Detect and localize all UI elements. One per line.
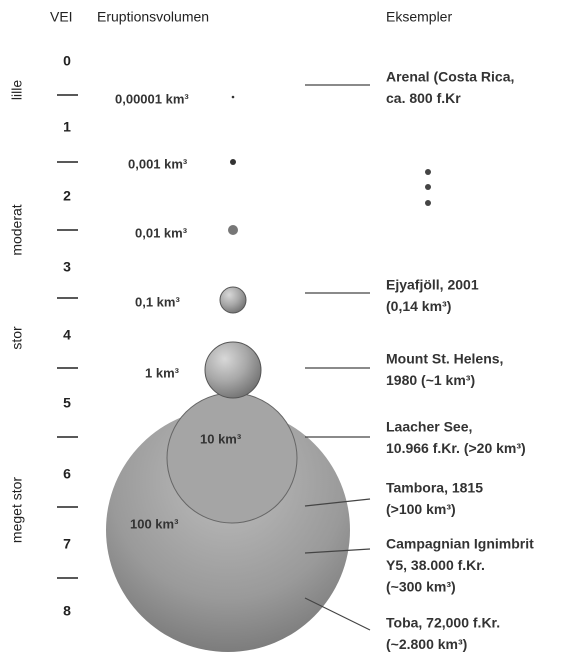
example-line: ca. 800 f.Kr — [386, 90, 461, 106]
connector — [304, 498, 371, 507]
example-line: Toba, 72,000 f.Kr. — [386, 615, 500, 631]
category-label: stor — [9, 326, 25, 350]
sphere-0-001 — [230, 159, 236, 165]
volume-label: 100 km³ — [130, 516, 179, 531]
vei-level: 3 — [63, 259, 71, 275]
example-line: Arenal (Costa Rica, — [386, 69, 514, 85]
volume-label: 10 km³ — [200, 431, 242, 446]
example-line: 1980 (~1 km³) — [386, 372, 475, 388]
example-line: (~2.800 km³) — [386, 636, 467, 652]
vei-level: 4 — [63, 327, 71, 343]
dashes — [57, 94, 78, 579]
example-line: (>100 km³) — [386, 501, 456, 517]
example-line: Ejyafjöll, 2001 — [386, 277, 479, 293]
volume-label: 1 km³ — [145, 365, 180, 380]
vei-level: 7 — [63, 536, 71, 552]
connectors — [304, 84, 431, 631]
volume-label: 0,01 km³ — [135, 225, 188, 240]
sphere-0-01 — [228, 225, 238, 235]
category-label: moderat — [9, 204, 25, 255]
header-examples: Eksempler — [386, 9, 452, 25]
vei-level: 6 — [63, 466, 71, 482]
example-line: (0,14 km³) — [386, 298, 451, 314]
example-line: Campagnian Ignimbrit — [386, 536, 534, 552]
vei-level: 0 — [63, 53, 71, 69]
connector — [304, 597, 371, 631]
example-line: Tambora, 1815 — [386, 480, 483, 496]
sphere-0-1 — [219, 286, 247, 314]
example-line: 10.966 f.Kr. (>20 km³) — [386, 440, 526, 456]
sphere-10 — [166, 392, 298, 524]
connector — [304, 548, 371, 554]
example-line: Laacher See, — [386, 419, 472, 435]
vei-level: 8 — [63, 603, 71, 619]
vei-level: 1 — [63, 119, 71, 135]
volume-label: 0,001 km³ — [128, 156, 188, 171]
header-volume: Eruptionsvolumen — [97, 9, 209, 25]
ellipsis-dot — [425, 184, 431, 190]
volume-label: 0,1 km³ — [135, 294, 180, 309]
volume-label: 0,00001 km³ — [115, 91, 189, 106]
category-label: meget stor — [9, 477, 25, 543]
category-label: lille — [9, 80, 25, 100]
vei-level: 5 — [63, 395, 71, 411]
header-vei: VEI — [50, 9, 73, 25]
sphere-0-00001 — [231, 95, 235, 99]
example-line: (~300 km³) — [386, 579, 456, 595]
sphere-1 — [204, 341, 262, 399]
spheres — [106, 95, 350, 652]
example-line: Y5, 38.000 f.Kr. — [386, 557, 485, 573]
ellipsis-dot — [425, 200, 431, 206]
vei-level: 2 — [63, 188, 71, 204]
ellipsis-dot — [425, 169, 431, 175]
example-line: Mount St. Helens, — [386, 351, 503, 367]
